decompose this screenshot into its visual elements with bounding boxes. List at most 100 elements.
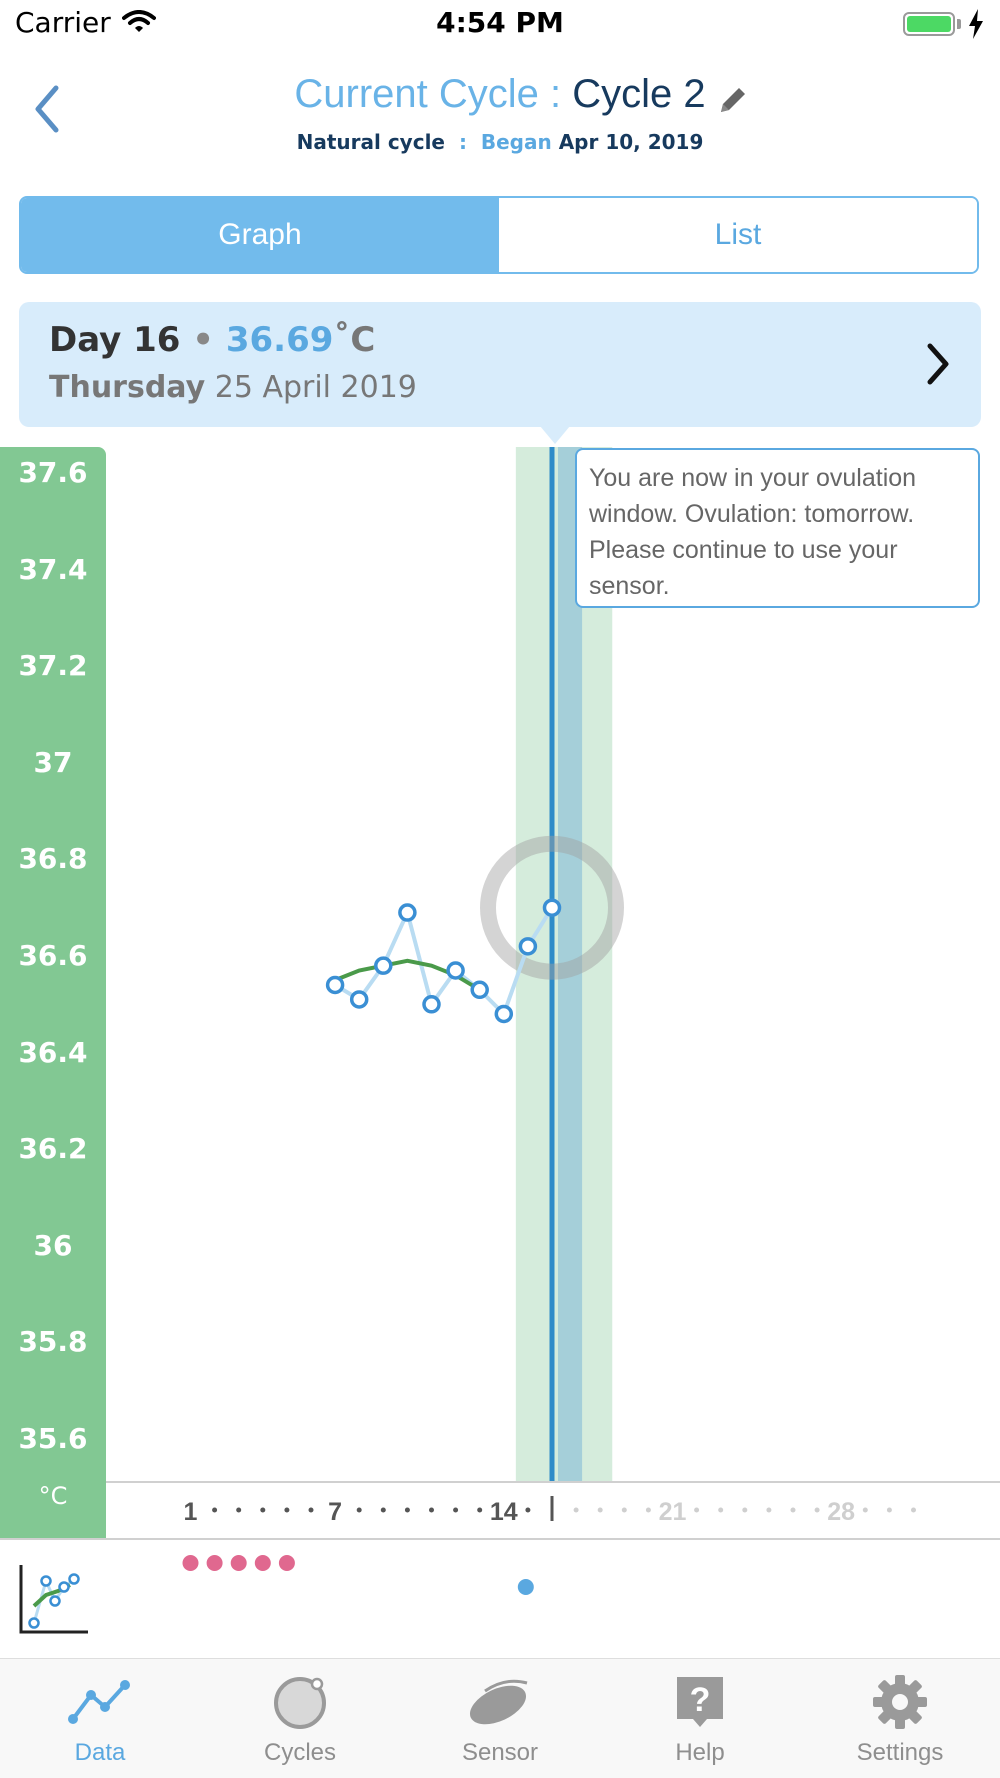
day-temp-line: Day 16 • 36.69˚C (49, 320, 375, 360)
cycle-name: Cycle 2 (572, 72, 706, 116)
day-temperature: 36.69 (225, 320, 334, 360)
x-tick-dot (766, 1507, 772, 1513)
settings-icon (873, 1675, 927, 1729)
x-tick-dot (645, 1507, 651, 1513)
temperature-point (374, 956, 393, 975)
temperature-point (446, 961, 465, 980)
tab-data[interactable]: Data (0, 1675, 200, 1767)
battery-icon (903, 12, 955, 36)
x-tick-dot (911, 1507, 916, 1513)
temperature-point (325, 975, 345, 995)
subtitle-separator: : (458, 130, 467, 154)
sensor-marker-dot (517, 1579, 534, 1595)
ovulation-tooltip: You are now in your ovulation window. Ov… (575, 448, 980, 608)
temperature-axis-unit: °C (38, 1482, 68, 1510)
tab-label-data: Data (74, 1739, 126, 1766)
temperature-point (398, 903, 417, 922)
x-tick-label: 21 (659, 1498, 687, 1526)
sensor-icon (469, 1679, 528, 1725)
title-prefix: Current Cycle : (294, 72, 573, 116)
x-tick-label: 28 (827, 1498, 855, 1526)
temperature-point (470, 980, 489, 1000)
y-tick-label: 36 (33, 1228, 73, 1262)
x-tick-dot (356, 1507, 362, 1513)
charging-icon (969, 9, 983, 39)
temperature-point (542, 898, 562, 917)
x-tick-label: 7 (328, 1498, 342, 1526)
x-tick-dot (308, 1507, 314, 1513)
y-tick-label: 37.4 (18, 552, 88, 586)
y-tick-label: 37.6 (18, 456, 88, 489)
x-tick-dot (236, 1507, 242, 1513)
y-tick-label: 35.6 (18, 1422, 88, 1455)
x-tick-dot (886, 1507, 892, 1513)
period-dot (278, 1555, 295, 1571)
page-title: Current Cycle : Cycle 2 (0, 72, 1000, 117)
x-tick-dot (260, 1507, 266, 1513)
tabbar-divider (0, 1658, 1000, 1659)
back-chevron-icon[interactable] (32, 84, 62, 134)
x-tick-label: 14 (490, 1498, 518, 1526)
x-tick-dot (621, 1507, 627, 1513)
day-date-line: Thursday 25 April 2019 (49, 370, 417, 405)
began-label: Began (480, 130, 552, 154)
mini-chart-icon[interactable] (18, 1563, 90, 1635)
segment-graph[interactable]: Graph (21, 198, 499, 272)
chevron-right-icon[interactable] (924, 342, 952, 386)
y-tick-label: 37.2 (18, 649, 88, 683)
tab-label-help: Help (675, 1739, 725, 1766)
carrier-label: Carrier (15, 6, 111, 39)
x-tick-dot (284, 1507, 290, 1513)
status-time: 4:54 PM (436, 6, 564, 39)
day-number: Day 16 (49, 320, 181, 360)
x-tick-dot (573, 1507, 579, 1513)
cycle-type: Natural cycle (296, 130, 445, 154)
tab-cycles[interactable]: Cycles (200, 1675, 400, 1767)
day-summary-card[interactable]: Day 16 • 36.69˚C Thursday 25 April 2019 (19, 302, 981, 427)
segment-list[interactable]: List (499, 198, 977, 272)
tab-sensor[interactable]: Sensor (400, 1675, 600, 1767)
x-tick-dot (212, 1507, 218, 1513)
ovulation-day-band (558, 447, 583, 1481)
x-axis-line (106, 1481, 1000, 1483)
x-tick-dot (477, 1507, 483, 1513)
tab-label-cycles: Cycles (263, 1739, 336, 1766)
x-tick-dot (597, 1507, 603, 1513)
tab-label-sensor: Sensor (461, 1739, 539, 1766)
svg-text:?: ? (690, 1681, 711, 1719)
y-tick-label: 36.8 (18, 842, 88, 876)
y-tick-label: 35.8 (18, 1325, 88, 1359)
period-dot (206, 1555, 223, 1571)
x-tick-dot (525, 1507, 531, 1513)
tab-settings[interactable]: Settings (800, 1675, 1000, 1767)
day-date: 25 April 2019 (214, 370, 417, 405)
x-tick-dot (404, 1507, 410, 1513)
battery-nub (957, 19, 961, 29)
view-segmented-control: Graph List (19, 196, 979, 274)
x-tick-dot (814, 1507, 820, 1513)
temperature-chart[interactable]: 1 7 14 21 28 (0, 0, 1000, 1660)
card-pointer (540, 426, 570, 444)
y-tick-label: 36.4 (18, 1035, 88, 1069)
period-dot (254, 1555, 271, 1571)
cycle-subtitle: Natural cycle : Began Apr 10, 2019 (0, 130, 1000, 154)
x-tick-dot (453, 1507, 459, 1513)
x-tick-dot (429, 1507, 434, 1513)
temperature-unit: ˚C (333, 320, 376, 360)
began-date: Apr 10, 2019 (558, 130, 704, 154)
x-tick-dot (718, 1507, 724, 1513)
period-dot (182, 1555, 199, 1571)
y-tick-label: 36.6 (18, 939, 88, 972)
cycles-icon (274, 1677, 326, 1729)
x-tick-dot (742, 1507, 748, 1513)
day-weekday: Thursday (49, 370, 206, 405)
x-tick-dot (380, 1507, 386, 1513)
y-tick-label: 37 (33, 745, 73, 779)
tab-label-settings: Settings (856, 1739, 944, 1766)
y-axis-panel (0, 447, 106, 1539)
temperature-point (518, 937, 538, 956)
tab-help[interactable]: ? Help (600, 1675, 800, 1767)
y-tick-label: 36.2 (18, 1132, 88, 1166)
temperature-point (422, 995, 441, 1014)
edit-pencil-icon[interactable] (717, 84, 749, 116)
